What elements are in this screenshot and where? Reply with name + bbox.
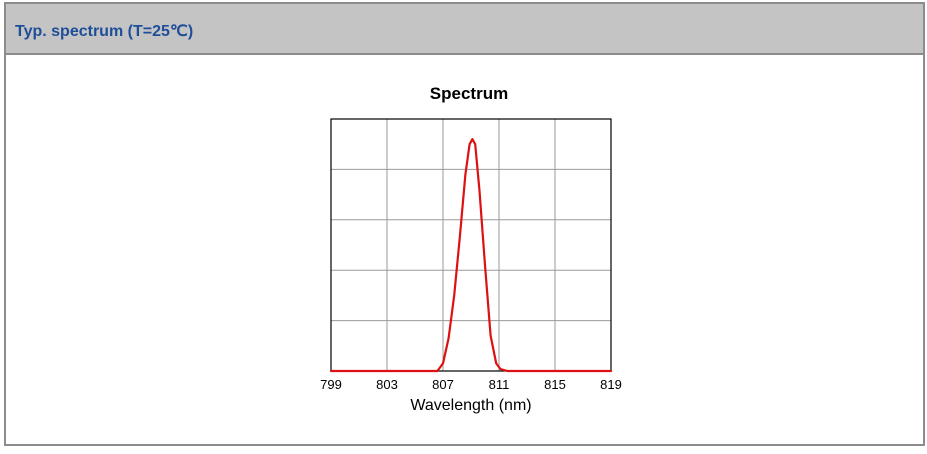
panel-header: Typ. spectrum (T=25℃)	[6, 4, 923, 55]
x-tick-label: 803	[376, 377, 398, 392]
chart-grid	[331, 119, 611, 371]
x-tick-label: 815	[544, 377, 566, 392]
x-tick-label: 819	[600, 377, 622, 392]
x-axis-label: Wavelength (nm)	[410, 397, 531, 414]
x-tick-label: 799	[320, 377, 342, 392]
x-axis-ticks: 799 803 807 811 815 819	[320, 377, 622, 392]
plot-frame	[330, 118, 612, 372]
panel-title: Typ. spectrum (T=25℃)	[15, 23, 194, 40]
spectrum-panel: Typ. spectrum (T=25℃)	[4, 2, 925, 446]
x-tick-label: 811	[489, 377, 510, 392]
spectrum-line	[329, 138, 613, 373]
x-tick-label: 807	[432, 377, 454, 392]
chart-title: Spectrum	[430, 84, 508, 103]
